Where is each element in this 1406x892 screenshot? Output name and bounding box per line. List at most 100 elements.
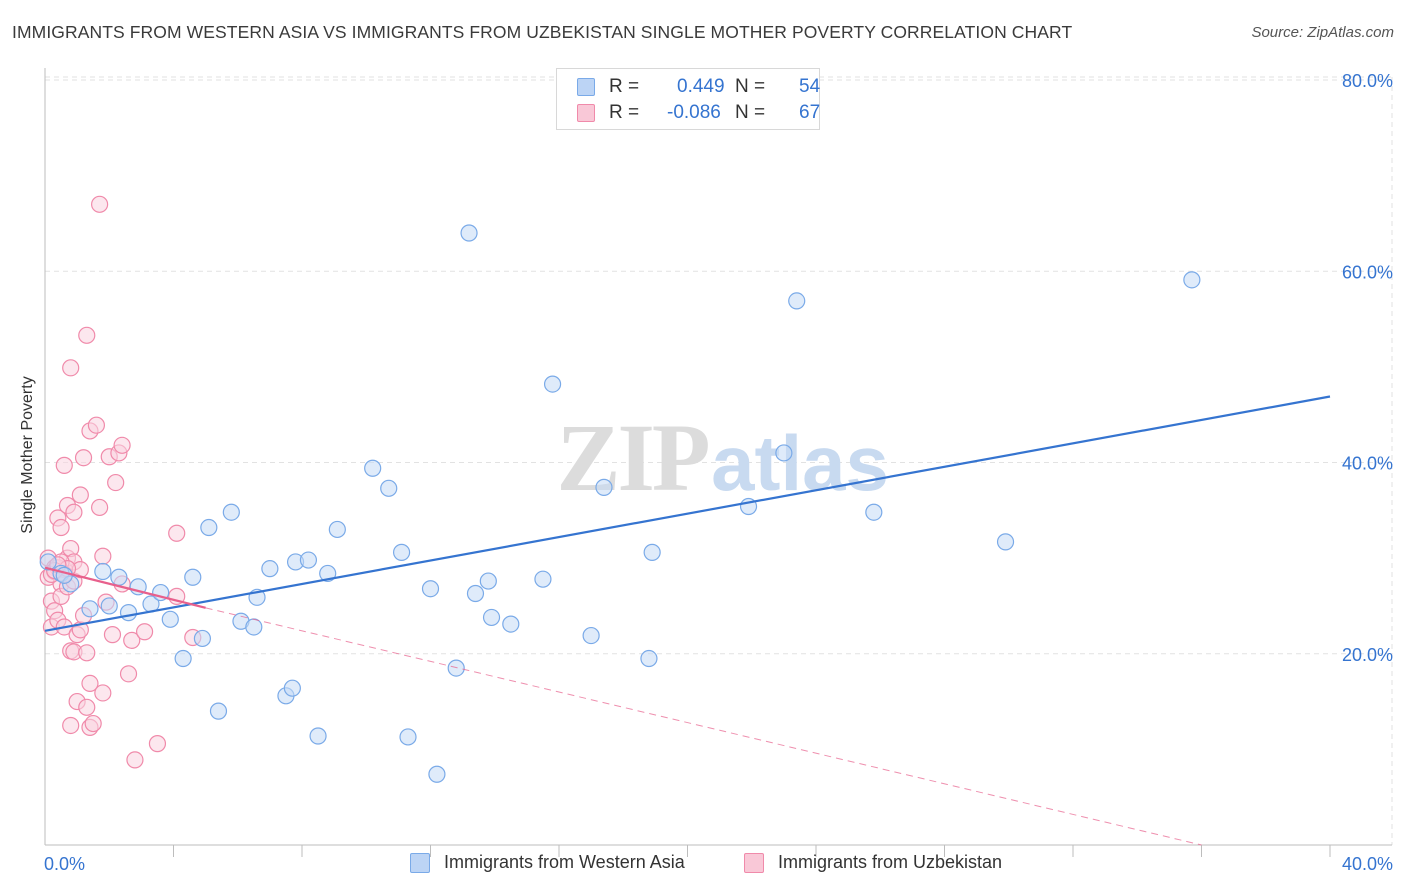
point-western-asia (81, 600, 99, 618)
legend-r-value: 0.449 (677, 76, 725, 97)
point-uzbekistan (78, 326, 96, 344)
legend-n-value: 67 (799, 102, 821, 123)
point-western-asia (1183, 271, 1201, 289)
point-western-asia (184, 568, 202, 586)
trendline-uzbekistan-extension (205, 607, 1202, 846)
point-western-asia (466, 584, 485, 603)
point-western-asia (193, 629, 212, 648)
point-uzbekistan (71, 486, 89, 504)
point-western-asia (174, 649, 192, 668)
point-uzbekistan (148, 735, 167, 753)
point-western-asia (309, 727, 327, 745)
point-uzbekistan (119, 665, 138, 683)
series-uzbekistan (39, 195, 202, 769)
point-western-asia (39, 553, 57, 571)
correlation-legend: R = 0.449 N = 54 R = -0.086 N = 67 (556, 68, 820, 130)
point-western-asia (245, 618, 263, 636)
point-uzbekistan (135, 623, 154, 641)
point-western-asia (479, 572, 497, 590)
bottom-legend-label-western-asia: Immigrants from Western Asia (444, 852, 685, 872)
point-western-asia (209, 702, 228, 720)
point-western-asia (299, 551, 318, 569)
y-axis-title: Single Mother Poverty (19, 376, 36, 534)
bottom-legend-swatch-uzbekistan (744, 853, 764, 873)
y-tick-label: 40.0% (1342, 454, 1393, 474)
bottom-legend-swatch-western-asia (410, 853, 430, 873)
tick-labels: 20.0% 40.0% 60.0% 80.0% 0.0% 40.0% (44, 71, 1393, 874)
point-western-asia (100, 597, 118, 615)
point-western-asia (543, 375, 562, 393)
point-uzbekistan (81, 674, 99, 692)
point-uzbekistan (65, 503, 83, 521)
point-western-asia (865, 503, 883, 521)
point-western-asia (364, 459, 382, 477)
watermark-zip: ZIP (556, 404, 707, 511)
point-western-asia (595, 478, 613, 496)
axes (44, 68, 1392, 857)
point-uzbekistan (74, 449, 93, 467)
point-uzbekistan (94, 547, 112, 565)
point-uzbekistan (91, 195, 109, 213)
point-uzbekistan (87, 416, 106, 434)
bottom-legend-label-uzbekistan: Immigrants from Uzbekistan (778, 852, 1003, 872)
point-western-asia (775, 444, 793, 462)
point-western-asia (534, 570, 552, 588)
point-uzbekistan (84, 714, 102, 733)
point-western-asia (643, 543, 661, 561)
y-tick-label: 20.0% (1342, 645, 1393, 665)
grid (45, 76, 1393, 845)
point-uzbekistan (123, 631, 141, 649)
trendline-uzbekistan (44, 566, 206, 609)
y-tick-label: 80.0% (1342, 71, 1393, 91)
trendline-western-asia (44, 395, 1331, 632)
point-western-asia (582, 626, 600, 645)
legend-r-label: R = (609, 76, 640, 97)
point-western-asia (640, 649, 658, 668)
point-western-asia (788, 292, 806, 310)
point-western-asia (283, 679, 301, 697)
point-uzbekistan (78, 698, 96, 716)
point-western-asia (399, 728, 417, 746)
legend-swatch-western-asia (577, 78, 595, 96)
point-uzbekistan (62, 716, 80, 735)
point-uzbekistan (126, 751, 144, 769)
point-uzbekistan (62, 359, 80, 377)
point-western-asia (502, 615, 520, 633)
point-western-asia (94, 562, 112, 581)
legend-n-value: 54 (799, 76, 821, 97)
trendlines (44, 395, 1331, 846)
point-uzbekistan (168, 524, 186, 542)
point-western-asia (55, 566, 73, 584)
point-uzbekistan (113, 436, 131, 454)
point-western-asia (161, 610, 179, 628)
point-uzbekistan (94, 684, 112, 702)
point-uzbekistan (107, 473, 125, 492)
point-western-asia (200, 518, 218, 537)
point-uzbekistan (91, 498, 109, 517)
point-western-asia (119, 604, 138, 622)
point-western-asia (392, 543, 411, 561)
point-western-asia (996, 533, 1015, 551)
point-western-asia (482, 608, 501, 627)
point-uzbekistan (78, 644, 96, 662)
point-western-asia (110, 568, 128, 586)
chart-title: IMMIGRANTS FROM WESTERN ASIA VS IMMIGRAN… (12, 22, 1073, 42)
legend-n-label: N = (735, 102, 766, 123)
x-tick-label-min: 0.0% (44, 854, 85, 874)
legend-n-label: N = (735, 76, 766, 97)
point-western-asia (222, 503, 240, 521)
point-western-asia (421, 580, 440, 598)
chart-source: Source: ZipAtlas.com (1251, 24, 1394, 41)
y-tick-label: 60.0% (1342, 262, 1393, 282)
x-tick-label-max: 40.0% (1342, 854, 1393, 874)
legend-r-value: -0.086 (667, 102, 721, 123)
point-western-asia (328, 520, 346, 539)
point-uzbekistan (55, 456, 73, 474)
point-western-asia (428, 765, 446, 783)
point-western-asia (460, 224, 478, 242)
point-uzbekistan (52, 518, 70, 537)
point-uzbekistan (103, 626, 122, 644)
point-western-asia (261, 560, 279, 578)
point-western-asia (447, 659, 465, 677)
